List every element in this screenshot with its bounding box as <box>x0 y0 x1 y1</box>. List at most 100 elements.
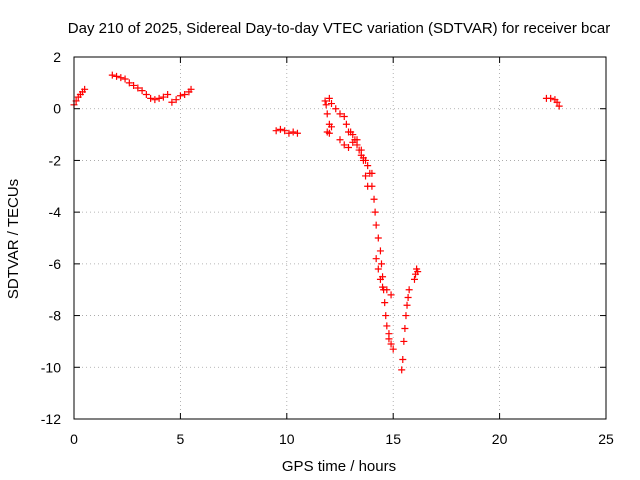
data-point <box>383 286 391 294</box>
data-point <box>285 129 293 137</box>
data-point <box>325 94 333 102</box>
data-point <box>374 234 382 242</box>
data-point <box>379 283 387 291</box>
data-point <box>370 195 378 203</box>
data-point <box>374 265 382 273</box>
data-point <box>325 129 333 137</box>
data-point <box>289 128 297 136</box>
data-point <box>159 93 167 101</box>
data-point <box>81 85 89 93</box>
data-point <box>172 96 180 104</box>
data-point <box>382 312 390 320</box>
data-point <box>168 98 176 106</box>
y-tick-label: -12 <box>41 411 61 427</box>
data-point <box>410 275 418 283</box>
data-point <box>332 105 340 113</box>
x-axis-label: GPS time / hours <box>282 458 396 475</box>
data-point <box>142 90 150 98</box>
data-point <box>372 221 380 229</box>
data-point <box>340 141 348 149</box>
x-tick-label: 0 <box>70 431 78 447</box>
data-point <box>321 97 329 105</box>
x-tick-label: 10 <box>279 431 295 447</box>
data-point <box>400 337 408 345</box>
data-point <box>398 366 406 374</box>
data-point <box>362 172 370 180</box>
x-tick-label: 15 <box>385 431 401 447</box>
data-point <box>121 75 129 83</box>
y-tick-label: -4 <box>49 204 62 220</box>
x-tick-label: 25 <box>598 431 614 447</box>
x-tick-label: 20 <box>492 431 508 447</box>
data-point <box>387 291 395 299</box>
y-tick-label: -2 <box>49 152 62 168</box>
data-point <box>327 123 335 131</box>
data-point <box>151 96 159 104</box>
data-point <box>399 356 407 364</box>
data-point <box>108 71 116 79</box>
data-point <box>293 129 301 137</box>
data-point <box>181 90 189 98</box>
data-point <box>387 340 395 348</box>
data-point <box>368 182 376 190</box>
data-point <box>405 286 413 294</box>
data-point <box>377 260 385 268</box>
data-point <box>376 275 384 283</box>
data-point <box>187 85 195 93</box>
chart-title: Day 210 of 2025, Sidereal Day-to-day VTE… <box>68 20 610 37</box>
data-point <box>368 169 376 177</box>
data-point <box>547 94 555 102</box>
data-point <box>138 87 146 95</box>
data-point <box>414 268 422 276</box>
data-point <box>351 136 359 144</box>
data-point <box>323 110 331 118</box>
grid <box>74 57 606 419</box>
axis-ticks: 0 5 10 15 20 25 -12 -10 -8 -6 -4 -2 0 2 <box>41 49 614 447</box>
data-point <box>281 127 289 135</box>
data-point <box>376 247 384 255</box>
data-point <box>176 92 184 100</box>
y-tick-label: 2 <box>53 49 61 65</box>
data-point <box>155 94 163 102</box>
data-point <box>355 146 363 154</box>
data-point <box>117 74 125 82</box>
data-point <box>113 72 121 80</box>
data-point <box>130 81 138 89</box>
data-point <box>553 98 561 106</box>
x-tick-label: 5 <box>177 431 185 447</box>
data-point <box>401 325 409 332</box>
data-point <box>125 79 133 87</box>
data-point <box>272 127 280 135</box>
data-point <box>134 84 142 92</box>
y-tick-label: -10 <box>41 359 61 375</box>
plot-frame <box>73 56 607 420</box>
data-point <box>322 101 330 109</box>
y-tick-label: -8 <box>49 308 62 324</box>
data-point <box>345 144 353 151</box>
data-point <box>364 162 372 170</box>
data-points <box>70 71 563 374</box>
y-tick-label: -6 <box>49 256 62 272</box>
data-point <box>164 90 172 98</box>
data-point <box>342 120 350 128</box>
data-point <box>404 293 412 301</box>
data-point <box>349 131 357 139</box>
data-point <box>383 322 391 330</box>
data-point <box>362 156 370 164</box>
data-point <box>353 141 361 149</box>
y-tick-label: 0 <box>53 101 61 117</box>
data-point <box>340 112 348 120</box>
y-axis-label: SDTVAR / TECUs <box>5 179 22 299</box>
data-point <box>327 100 335 108</box>
data-point <box>389 345 397 353</box>
data-point <box>336 110 344 118</box>
data-point <box>385 335 393 343</box>
data-point <box>403 301 411 309</box>
data-point <box>372 255 380 263</box>
data-point <box>147 94 155 102</box>
data-point <box>336 136 344 144</box>
data-point <box>402 312 410 320</box>
data-point <box>555 102 563 110</box>
data-point <box>371 208 379 216</box>
